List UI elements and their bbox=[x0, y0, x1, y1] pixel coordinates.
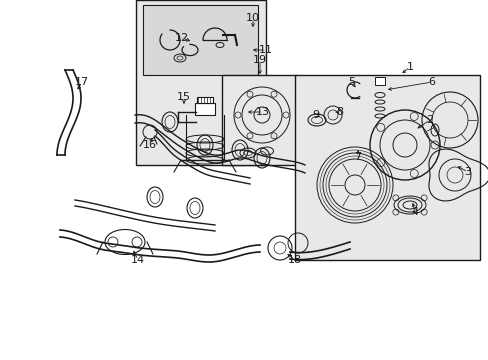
Text: 4: 4 bbox=[410, 207, 418, 217]
Text: 12: 12 bbox=[175, 33, 189, 43]
Text: 6: 6 bbox=[427, 77, 435, 87]
Text: 7: 7 bbox=[354, 152, 361, 162]
Text: 18: 18 bbox=[287, 255, 302, 265]
Bar bbox=[374, 77, 384, 85]
Bar bbox=[197, 97, 213, 103]
Text: 1: 1 bbox=[406, 62, 413, 72]
Text: 15: 15 bbox=[177, 92, 191, 102]
Bar bbox=[136, 0, 265, 165]
Text: 2: 2 bbox=[426, 115, 433, 125]
Bar bbox=[142, 5, 258, 75]
Text: 14: 14 bbox=[131, 255, 145, 265]
Text: 9: 9 bbox=[312, 110, 319, 120]
Bar bbox=[222, 75, 296, 165]
Bar bbox=[195, 103, 215, 115]
Text: 3: 3 bbox=[464, 167, 470, 177]
Text: 16: 16 bbox=[142, 140, 157, 150]
Text: 5: 5 bbox=[348, 77, 355, 87]
Bar bbox=[294, 75, 479, 260]
Text: 13: 13 bbox=[256, 107, 269, 117]
Text: 19: 19 bbox=[252, 55, 266, 65]
Text: 10: 10 bbox=[245, 13, 260, 23]
Text: 17: 17 bbox=[75, 77, 89, 87]
Text: 8: 8 bbox=[336, 107, 343, 117]
Text: 11: 11 bbox=[259, 45, 272, 55]
